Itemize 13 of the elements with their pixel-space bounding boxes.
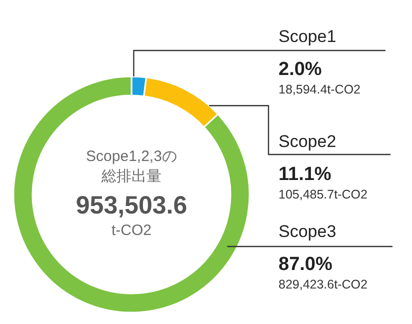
text: 829,423.6t-CO2 [278,278,368,292]
text: t-CO2 [112,222,152,239]
text: 総排出量 [100,168,162,185]
slice-label: Scope3 [278,222,336,241]
text: 105,485.7t-CO2 [278,188,368,202]
data-label: 87.0% [278,254,332,275]
text: 953,503.6 [76,192,188,220]
text: 18,594.4t-CO2 [278,82,361,96]
slice-label: Scope2 [278,132,336,151]
text: Scope1,2,3の [86,148,177,165]
data-label: 11.1% [278,164,332,185]
data-label: 2.0% [278,59,322,80]
slice-label: Scope1 [278,27,336,46]
